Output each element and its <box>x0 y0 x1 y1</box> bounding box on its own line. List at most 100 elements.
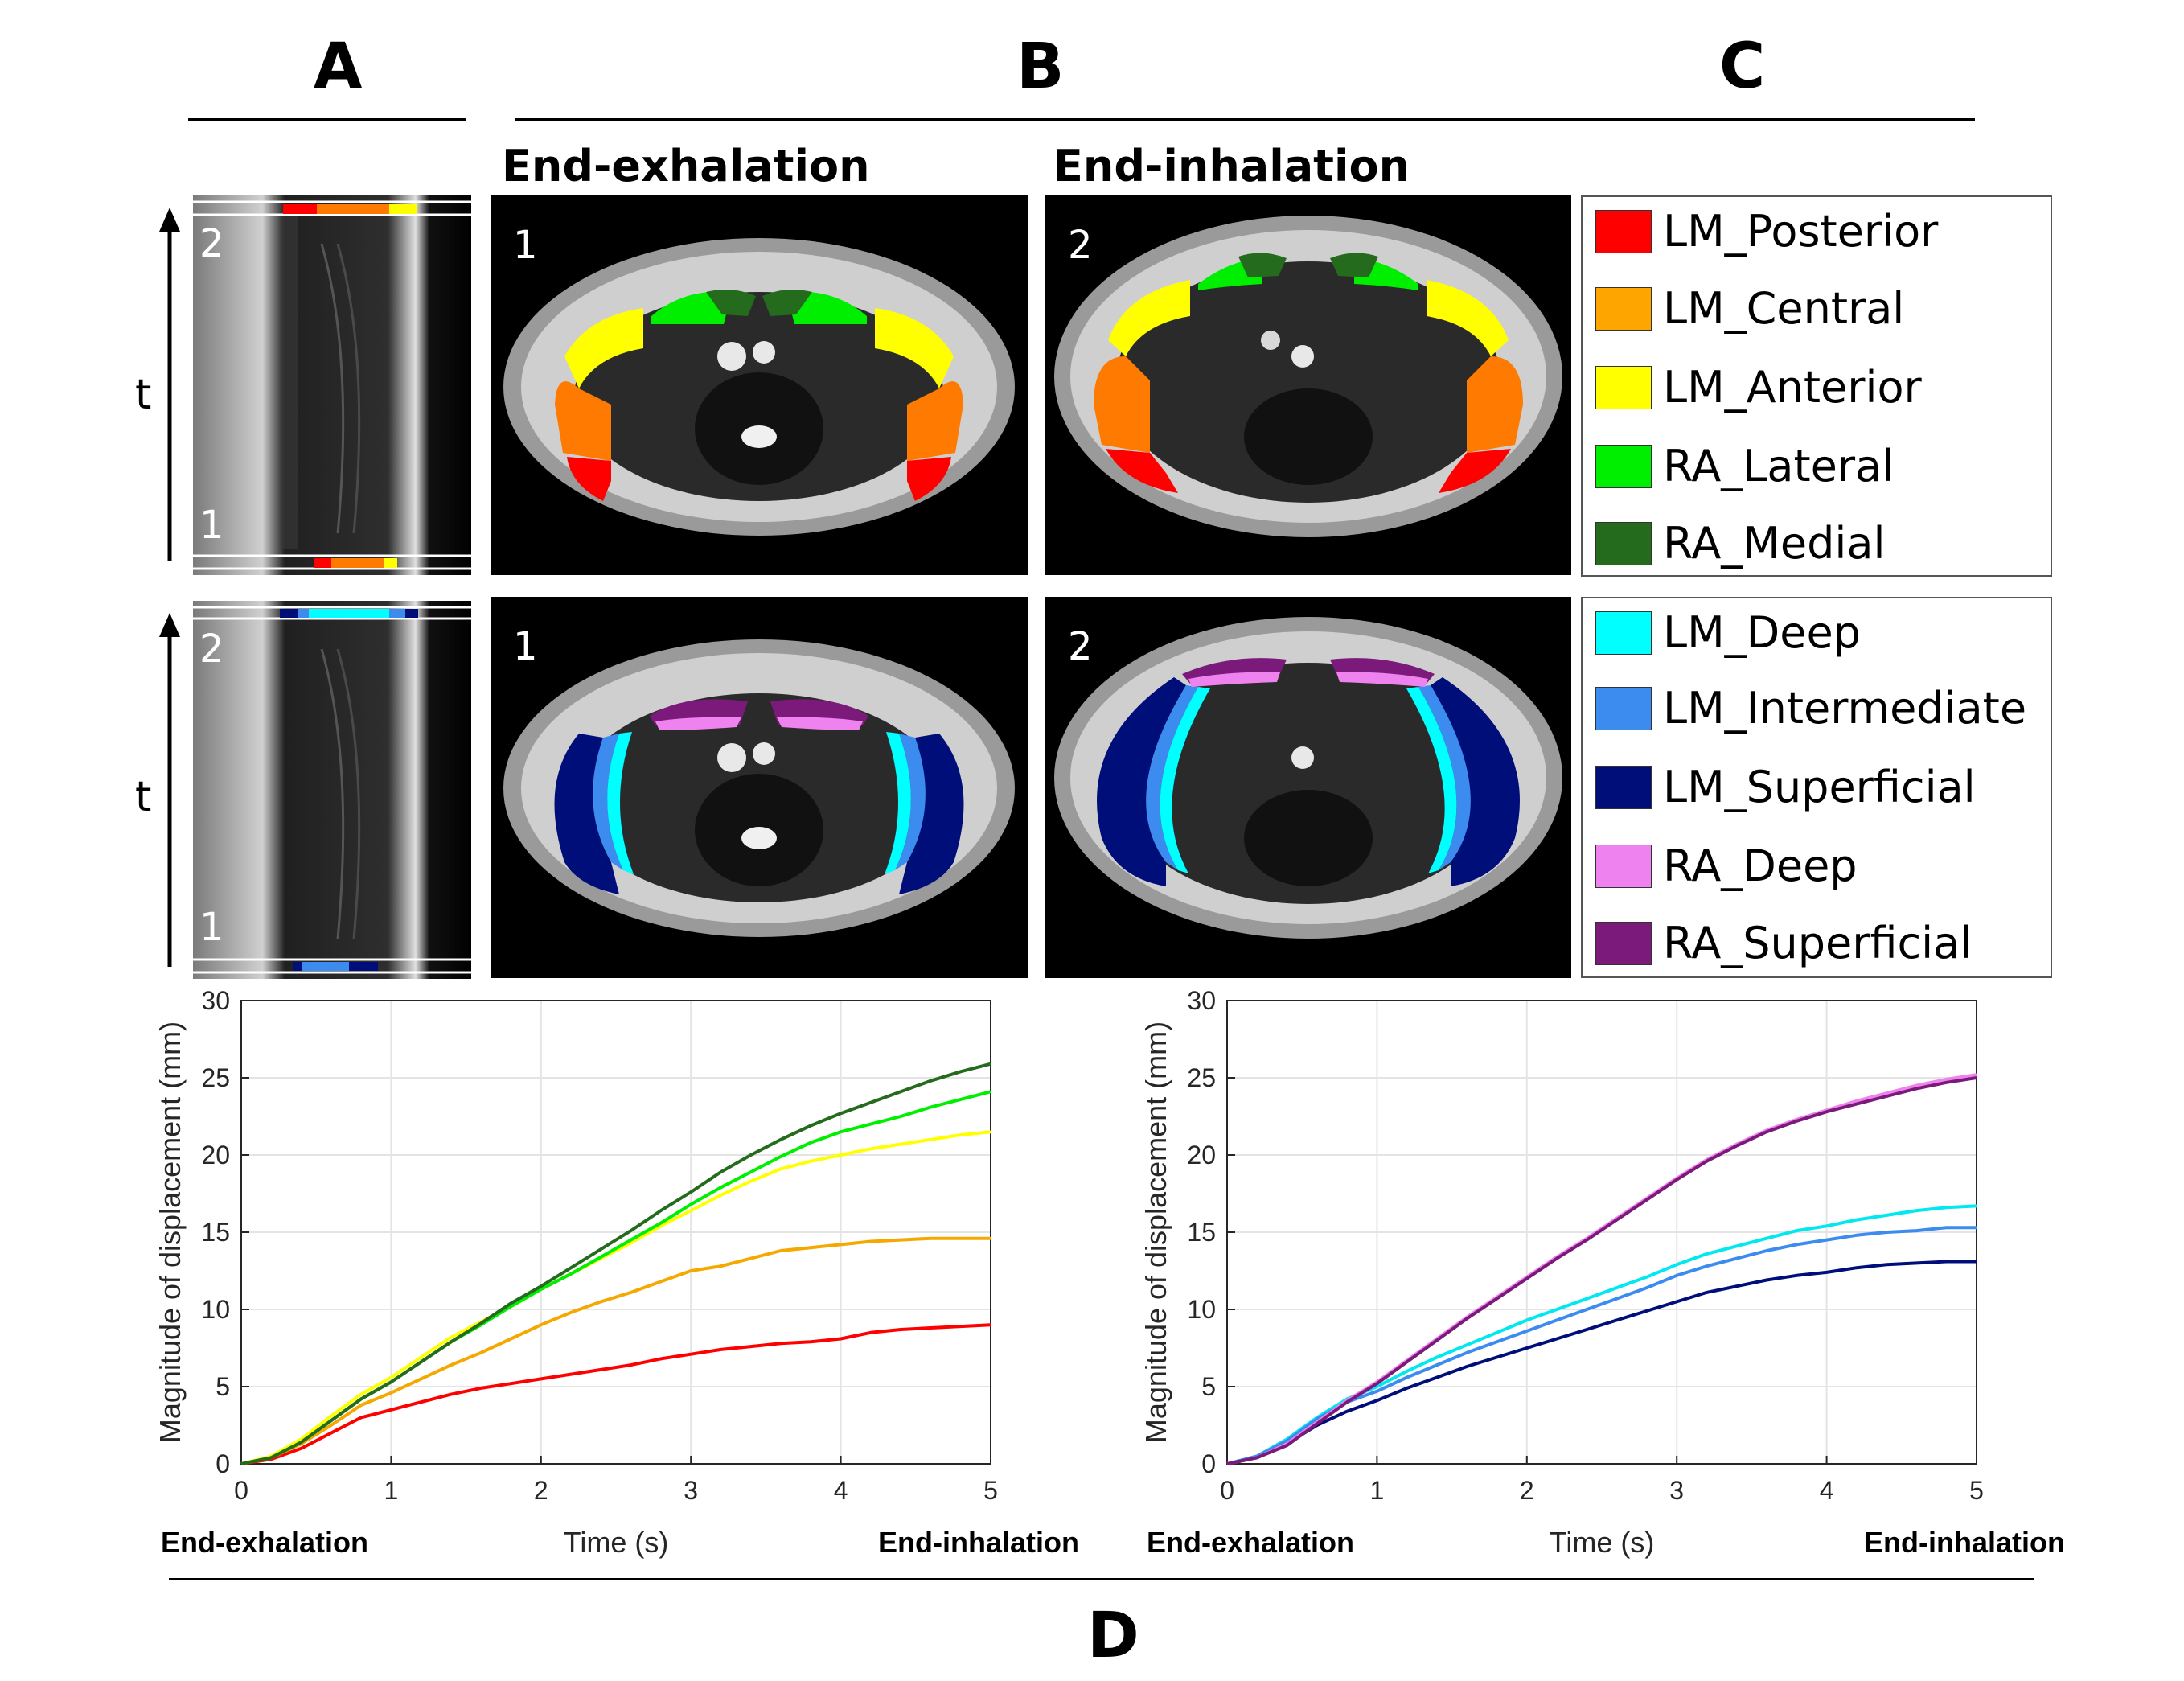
y-tick-label: 0 <box>216 1449 230 1478</box>
legend-swatch <box>1595 845 1652 888</box>
legend-item: LM_Anterior <box>1595 361 1922 414</box>
legend-label: RA_Medial <box>1663 518 1886 569</box>
legend-label: LM_Central <box>1663 283 1905 334</box>
panel-label-a: A <box>314 31 363 103</box>
end-inhalation-header: End-inhalation <box>1053 141 1410 191</box>
y-tick-label: 5 <box>216 1372 230 1401</box>
series-line <box>1226 1076 1977 1465</box>
y-tick-label: 30 <box>1187 988 1216 1015</box>
legend-swatch <box>1595 766 1652 809</box>
panel-d-rule <box>169 1578 2034 1580</box>
legend-label: RA_Deep <box>1663 840 1858 891</box>
legend-item: LM_Superficial <box>1595 761 1976 814</box>
series-line <box>240 1062 991 1465</box>
mri-exhalation-bottom: 1 <box>491 597 1028 978</box>
x-tick-label: 2 <box>1520 1476 1534 1505</box>
displacement-chart-left: 0 1 2 3 4 5 0 5 10 15 20 25 30 Time (s) Magnitude of d… <box>145 986 1110 1575</box>
x-tick-label: 3 <box>684 1476 698 1505</box>
x-axis-label: Time (s) <box>564 1526 669 1559</box>
series-line <box>1226 1260 1977 1465</box>
legend-item: LM_Intermediate <box>1595 682 2026 735</box>
y-tick-label: 10 <box>1187 1295 1216 1324</box>
series-line <box>240 1323 991 1465</box>
x-tick-label: 5 <box>983 1476 998 1505</box>
series-line <box>240 1236 991 1465</box>
x-tick-label: 0 <box>234 1476 248 1505</box>
legend-item: RA_Lateral <box>1595 440 1894 493</box>
legend-swatch <box>1595 522 1652 565</box>
frame-number-2-top: 2 <box>199 221 224 266</box>
x-tick-label: 0 <box>1220 1476 1234 1505</box>
x-start-label: End-exhalation <box>1147 1526 1354 1559</box>
mmode-strip-bottom: 2 1 <box>193 601 471 979</box>
panel-label-d: D <box>1087 1600 1139 1672</box>
y-axis-label: Magnitude of displacement (mm) <box>1139 1021 1172 1443</box>
x-tick-label: 3 <box>1669 1476 1684 1505</box>
y-tick-label: 10 <box>201 1295 230 1324</box>
x-end-label: End-inhalation <box>1864 1526 2065 1559</box>
legend-top: LM_Posterior LM_Central LM_Anterior RA_L… <box>1581 195 2052 577</box>
legend-swatch <box>1595 611 1652 655</box>
legend-item: LM_Posterior <box>1595 205 1938 258</box>
x-tick-label: 5 <box>1969 1476 1984 1505</box>
x-start-label: End-exhalation <box>161 1526 368 1559</box>
panel-bc-rule <box>515 118 1975 121</box>
frame-number-1-exhalation-top: 1 <box>513 223 538 268</box>
legend-item: LM_Central <box>1595 282 1904 335</box>
panel-label-b: B <box>1016 31 1065 103</box>
panel-a-rule <box>188 118 466 121</box>
legend-swatch <box>1595 210 1652 253</box>
x-axis-label: Time (s) <box>1550 1526 1655 1559</box>
displacement-chart-right: 0 1 2 3 4 5 0 5 10 15 20 25 30 Time (s) Magnitude of d… <box>1131 986 2096 1575</box>
mri-inhalation-bottom: 2 <box>1045 597 1571 978</box>
series-line <box>240 1130 991 1465</box>
frame-number-1-bottom: 1 <box>199 905 224 950</box>
legend-item: LM_Deep <box>1595 606 1861 660</box>
frame-number-1-top: 1 <box>199 503 224 548</box>
mmode-strip-top: 2 1 <box>193 195 471 575</box>
legend-swatch <box>1595 687 1652 730</box>
legend-label: LM_Superficial <box>1663 762 1976 812</box>
legend-label: LM_Posterior <box>1663 206 1939 257</box>
y-tick-label: 15 <box>1187 1218 1216 1247</box>
mri-inhalation-top: 2 <box>1045 195 1571 575</box>
legend-swatch <box>1595 366 1652 409</box>
legend-label: LM_Intermediate <box>1663 683 2027 734</box>
time-label-bottom: t <box>135 773 152 821</box>
time-label-top: t <box>135 371 152 419</box>
y-tick-label: 20 <box>201 1141 230 1169</box>
x-tick-label: 4 <box>834 1476 848 1505</box>
legend-swatch <box>1595 922 1652 965</box>
legend-bottom: LM_Deep LM_Intermediate LM_Superficial R… <box>1581 597 2052 978</box>
x-tick-label: 2 <box>534 1476 548 1505</box>
y-tick-label: 25 <box>1187 1063 1216 1092</box>
x-end-label: End-inhalation <box>878 1526 1079 1559</box>
legend-swatch <box>1595 287 1652 331</box>
x-tick-label: 4 <box>1820 1476 1834 1505</box>
legend-item: RA_Superficial <box>1595 917 1972 970</box>
y-tick-label: 20 <box>1187 1141 1216 1169</box>
y-tick-label: 30 <box>201 988 230 1015</box>
legend-label: RA_Lateral <box>1663 441 1895 491</box>
y-tick-label: 0 <box>1201 1449 1216 1478</box>
legend-label: LM_Deep <box>1663 607 1861 658</box>
x-tick-label: 1 <box>1370 1476 1385 1505</box>
time-arrow-bottom <box>159 613 180 967</box>
frame-number-1-exhalation-bottom: 1 <box>513 624 538 669</box>
frame-number-2-inhalation-top: 2 <box>1068 223 1093 268</box>
legend-item: RA_Deep <box>1595 840 1858 893</box>
frame-number-2-inhalation-bottom: 2 <box>1068 624 1093 669</box>
legend-label: LM_Anterior <box>1663 362 1922 413</box>
frame-number-2-bottom: 2 <box>199 627 224 672</box>
y-tick-label: 15 <box>201 1218 230 1247</box>
y-tick-label: 5 <box>1201 1372 1216 1401</box>
end-exhalation-header: End-exhalation <box>502 141 870 191</box>
x-tick-label: 1 <box>384 1476 399 1505</box>
panel-label-c: C <box>1719 31 1766 103</box>
y-tick-label: 25 <box>201 1063 230 1092</box>
mri-exhalation-top: 1 <box>491 195 1028 575</box>
legend-label: RA_Superficial <box>1663 918 1973 968</box>
legend-swatch <box>1595 445 1652 488</box>
time-arrow-top <box>159 208 180 561</box>
legend-item: RA_Medial <box>1595 517 1885 570</box>
